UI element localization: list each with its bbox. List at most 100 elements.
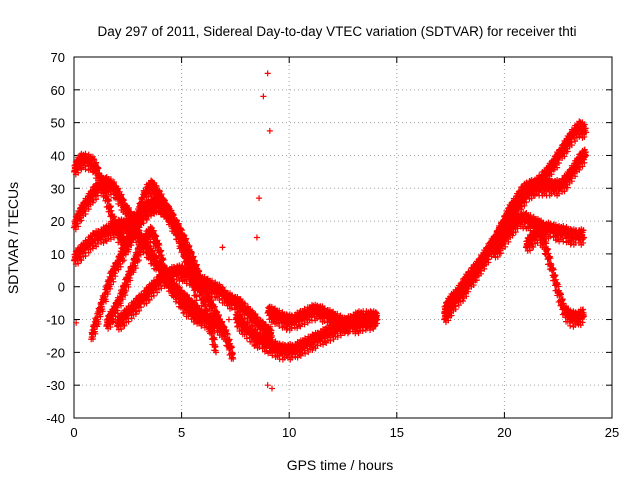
data-point-fill — [268, 327, 275, 334]
data-point-fill — [120, 257, 127, 264]
data-point-fill — [107, 324, 114, 330]
data-point-fill — [82, 166, 89, 173]
data-points — [71, 70, 590, 392]
data-point-fill — [104, 291, 111, 298]
data-point-fill — [118, 302, 125, 309]
data-point-fill — [150, 292, 157, 299]
data-point-fill — [156, 242, 163, 249]
data-point-fill — [75, 223, 82, 230]
y-tick-label: 40 — [51, 148, 65, 163]
y-tick-label: 30 — [51, 181, 65, 196]
data-point-fill — [128, 242, 135, 249]
data-point-fill — [90, 336, 97, 343]
data-point-fill — [82, 211, 89, 218]
data-point-fill — [127, 277, 134, 284]
data-point-fill — [110, 278, 117, 285]
plot-frame — [73, 56, 613, 419]
y-tick-label: 50 — [51, 116, 65, 131]
y-tick-label: 0 — [58, 280, 65, 295]
x-tick-label: 10 — [282, 425, 296, 440]
data-point-fill — [199, 311, 206, 318]
y-tick-label: 70 — [51, 50, 65, 65]
y-tick-label: 10 — [51, 247, 65, 262]
data-point-fill — [154, 289, 161, 296]
data-point-fill — [125, 248, 132, 255]
data-point-fill — [85, 206, 92, 213]
data-point-fill — [138, 304, 145, 311]
data-point-fill — [95, 320, 102, 327]
data-point-fill — [223, 327, 230, 334]
data-point-fill — [147, 239, 154, 246]
data-point-fill — [78, 257, 85, 264]
data-point-fill — [211, 336, 218, 343]
data-point-fill — [107, 285, 114, 292]
data-point-fill — [216, 297, 223, 304]
data-point-fill — [224, 331, 231, 338]
data-point-fill — [229, 350, 236, 357]
x-tick-label: 25 — [605, 425, 619, 440]
data-point-fill — [132, 233, 139, 240]
data-point-fill — [99, 308, 106, 315]
data-point-fill — [89, 199, 96, 206]
data-point-fill — [92, 330, 99, 337]
y-tick-label: -10 — [46, 313, 65, 328]
y-tick-label: 20 — [51, 214, 65, 229]
data-point-fill — [140, 248, 147, 255]
data-point-fill — [135, 227, 142, 234]
data-point-fill — [143, 243, 150, 250]
x-tick-label: 20 — [497, 425, 511, 440]
data-point-fill — [154, 237, 161, 244]
data-point-fill — [132, 311, 139, 318]
data-point-fill — [94, 240, 101, 247]
data-point-fill — [178, 226, 185, 233]
data-point-fill — [102, 298, 109, 305]
data-point-fill — [228, 344, 235, 351]
x-tick-label: 15 — [390, 425, 404, 440]
data-point-fill — [198, 322, 205, 329]
data-point-fill — [119, 258, 126, 265]
data-point-fill — [89, 169, 96, 176]
data-point-fill — [130, 269, 137, 276]
data-point-fill — [132, 265, 139, 272]
data-point-fill — [75, 169, 82, 176]
data-point-fill — [121, 322, 128, 329]
data-point-fill — [172, 298, 179, 305]
data-point-fill — [137, 221, 144, 228]
data-point-fill — [78, 217, 85, 224]
data-point-fill — [158, 285, 165, 292]
data-point-fill — [212, 343, 219, 350]
data-point-fill — [143, 215, 150, 222]
data-point-fill — [143, 300, 150, 307]
data-point-fill — [106, 197, 113, 204]
data-point-fill — [146, 297, 153, 304]
data-point-fill — [170, 276, 177, 283]
y-tick-label: -30 — [46, 378, 65, 393]
data-point-fill — [102, 237, 109, 244]
data-point-fill — [136, 257, 143, 264]
data-point-fill — [109, 319, 116, 326]
data-point-fill — [243, 335, 250, 342]
axis-ticks: 0 5 10 15 20 25 -40 -30 -20 -10 0 10 20 30 40 50 60 70 — [46, 50, 619, 440]
data-point-fill — [118, 326, 125, 333]
data-point-fill — [97, 313, 104, 320]
y-tick-label: -20 — [46, 345, 65, 360]
data-point-fill — [75, 260, 82, 267]
data-point-fill — [122, 292, 129, 299]
data-point-fill — [107, 236, 114, 243]
data-point-fill — [117, 263, 124, 270]
y-tick-label: -40 — [46, 411, 65, 426]
data-point-fill — [125, 283, 132, 290]
data-point-fill — [93, 196, 100, 203]
data-point-fill — [119, 296, 126, 303]
data-point-fill — [128, 315, 135, 322]
x-tick-label: 5 — [178, 425, 185, 440]
data-point-fill — [136, 307, 143, 314]
data-point-fill — [85, 249, 92, 256]
x-tick-label: 0 — [70, 425, 77, 440]
data-point — [193, 293, 200, 300]
data-point-fill — [112, 273, 119, 280]
data-point-fill — [123, 287, 130, 294]
data-point-fill — [110, 318, 117, 325]
y-tick-label: 60 — [51, 83, 65, 98]
